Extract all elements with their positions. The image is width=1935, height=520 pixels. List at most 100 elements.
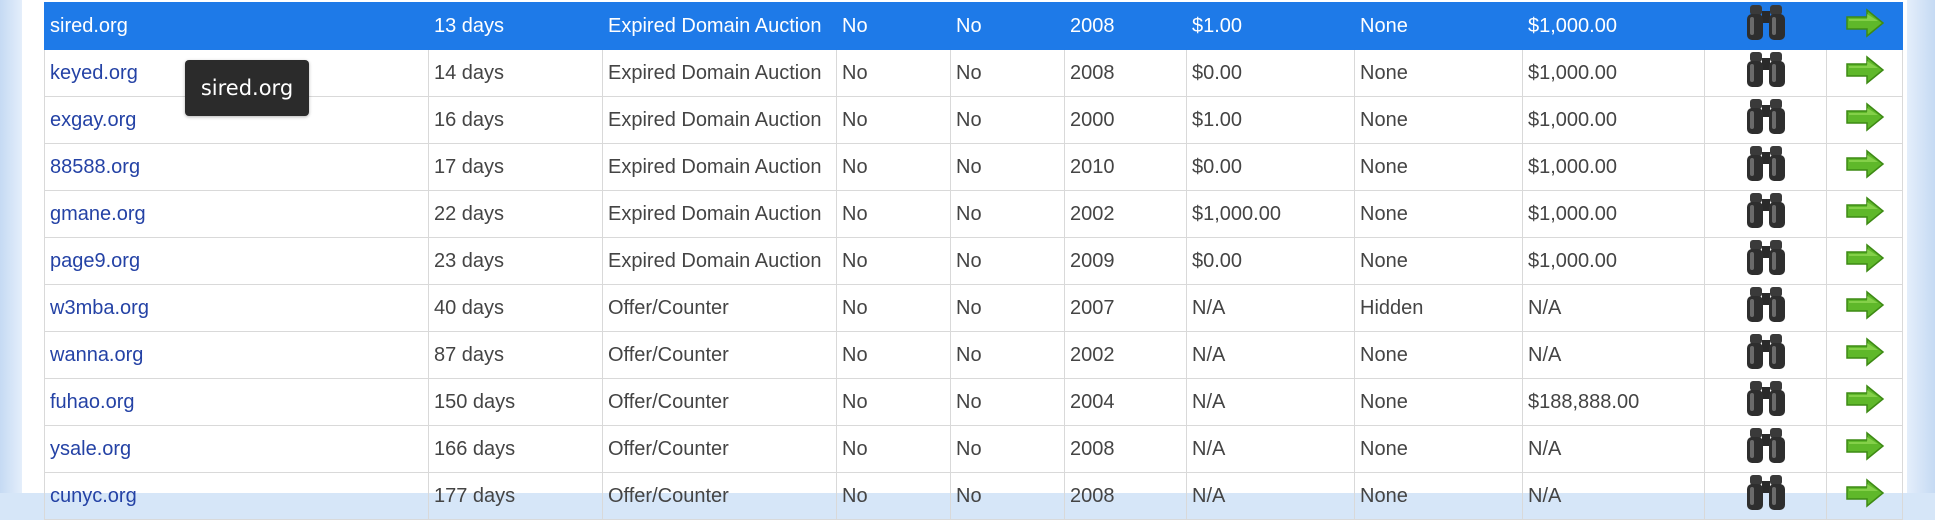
green-arrow-icon[interactable] (1845, 431, 1885, 467)
green-arrow-icon[interactable] (1845, 337, 1885, 373)
domain-link[interactable]: 88588.org (50, 155, 141, 178)
type-cell: Expired Domain Auction (602, 237, 837, 285)
reserve-cell: Hidden (1354, 284, 1523, 332)
column-4-cell: No (836, 378, 951, 426)
year-cell: 2010 (1064, 143, 1187, 191)
type-cell: Offer/Counter (602, 425, 837, 473)
domain-cell: sired.org (44, 2, 429, 50)
column-5-cell: No (950, 378, 1065, 426)
binoculars-icon[interactable] (1745, 145, 1787, 190)
domain-cell: cunyc.org (44, 472, 429, 520)
domain-cell: w3mba.org (44, 284, 429, 332)
view-cell (1704, 49, 1827, 97)
year-cell: 2004 (1064, 378, 1187, 426)
binoculars-icon[interactable] (1745, 474, 1787, 519)
table-row[interactable]: exgay.org 16 days Expired Domain Auction… (44, 96, 1903, 144)
table-row[interactable]: 88588.org 17 days Expired Domain Auction… (44, 143, 1903, 191)
binoculars-icon[interactable] (1745, 286, 1787, 331)
table-row[interactable]: w3mba.org 40 days Offer/Counter No No 20… (44, 284, 1903, 332)
domain-link[interactable]: fuhao.org (50, 390, 135, 413)
view-cell (1704, 237, 1827, 285)
type-cell: Offer/Counter (602, 284, 837, 332)
table-row[interactable]: ysale.org 166 days Offer/Counter No No 2… (44, 425, 1903, 473)
column-4-cell: No (836, 331, 951, 379)
buy-now-cell: N/A (1522, 284, 1705, 332)
reserve-cell: None (1354, 2, 1523, 50)
column-4-cell: No (836, 425, 951, 473)
green-arrow-icon[interactable] (1845, 102, 1885, 138)
binoculars-icon[interactable] (1745, 380, 1787, 425)
domain-cell: gmane.org (44, 190, 429, 238)
column-4-cell: No (836, 237, 951, 285)
binoculars-icon[interactable] (1745, 4, 1787, 49)
domain-link[interactable]: cunyc.org (50, 484, 137, 507)
column-4-cell: No (836, 49, 951, 97)
type-cell: Expired Domain Auction (602, 2, 837, 50)
binoculars-icon[interactable] (1745, 192, 1787, 237)
column-5-cell: No (950, 49, 1065, 97)
green-arrow-icon[interactable] (1845, 478, 1885, 514)
year-cell: 2008 (1064, 2, 1187, 50)
binoculars-icon[interactable] (1745, 427, 1787, 472)
green-arrow-icon[interactable] (1845, 55, 1885, 91)
domain-tooltip: sired.org (185, 60, 309, 116)
table-row[interactable]: page9.org 23 days Expired Domain Auction… (44, 237, 1903, 285)
binoculars-icon[interactable] (1745, 51, 1787, 96)
year-cell: 2009 (1064, 237, 1187, 285)
buy-now-cell: N/A (1522, 331, 1705, 379)
go-cell (1826, 143, 1903, 191)
domain-cell: wanna.org (44, 331, 429, 379)
age-cell: 14 days (428, 49, 603, 97)
reserve-cell: None (1354, 425, 1523, 473)
age-cell: 23 days (428, 237, 603, 285)
view-cell (1704, 331, 1827, 379)
domain-link[interactable]: w3mba.org (50, 296, 149, 319)
domain-link[interactable]: keyed.org (50, 61, 138, 84)
domain-link[interactable]: sired.org (50, 14, 128, 37)
domain-link[interactable]: exgay.org (50, 108, 137, 131)
column-5-cell: No (950, 190, 1065, 238)
green-arrow-icon[interactable] (1845, 290, 1885, 326)
go-cell (1826, 425, 1903, 473)
view-cell (1704, 425, 1827, 473)
green-arrow-icon[interactable] (1845, 243, 1885, 279)
table-row[interactable]: fuhao.org 150 days Offer/Counter No No 2… (44, 378, 1903, 426)
domain-link[interactable]: ysale.org (50, 437, 132, 460)
domain-link[interactable]: gmane.org (50, 202, 146, 225)
table-row[interactable]: gmane.org 22 days Expired Domain Auction… (44, 190, 1903, 238)
binoculars-icon[interactable] (1745, 98, 1787, 143)
green-arrow-icon[interactable] (1845, 8, 1885, 44)
reserve-cell: None (1354, 378, 1523, 426)
column-4-cell: No (836, 284, 951, 332)
type-cell: Offer/Counter (602, 378, 837, 426)
bid-cell: $1,000.00 (1186, 190, 1355, 238)
buy-now-cell: $188,888.00 (1522, 378, 1705, 426)
go-cell (1826, 237, 1903, 285)
view-cell (1704, 378, 1827, 426)
buy-now-cell: N/A (1522, 472, 1705, 520)
page-background-right (1907, 0, 1935, 493)
binoculars-icon[interactable] (1745, 333, 1787, 378)
age-cell: 150 days (428, 378, 603, 426)
table-row[interactable]: sired.org 13 days Expired Domain Auction… (44, 2, 1903, 50)
domain-cell: page9.org (44, 237, 429, 285)
green-arrow-icon[interactable] (1845, 384, 1885, 420)
reserve-cell: None (1354, 237, 1523, 285)
buy-now-cell: $1,000.00 (1522, 49, 1705, 97)
table-row[interactable]: cunyc.org 177 days Offer/Counter No No 2… (44, 472, 1903, 520)
green-arrow-icon[interactable] (1845, 196, 1885, 232)
age-cell: 13 days (428, 2, 603, 50)
table-row[interactable]: wanna.org 87 days Offer/Counter No No 20… (44, 331, 1903, 379)
domain-link[interactable]: page9.org (50, 249, 141, 272)
green-arrow-icon[interactable] (1845, 149, 1885, 185)
column-5-cell: No (950, 237, 1065, 285)
year-cell: 2008 (1064, 425, 1187, 473)
bid-cell: N/A (1186, 284, 1355, 332)
domain-cell: fuhao.org (44, 378, 429, 426)
age-cell: 40 days (428, 284, 603, 332)
table-row[interactable]: keyed.org 14 days Expired Domain Auction… (44, 49, 1903, 97)
binoculars-icon[interactable] (1745, 239, 1787, 284)
view-cell (1704, 2, 1827, 50)
domain-link[interactable]: wanna.org (50, 343, 144, 366)
buy-now-cell: N/A (1522, 425, 1705, 473)
